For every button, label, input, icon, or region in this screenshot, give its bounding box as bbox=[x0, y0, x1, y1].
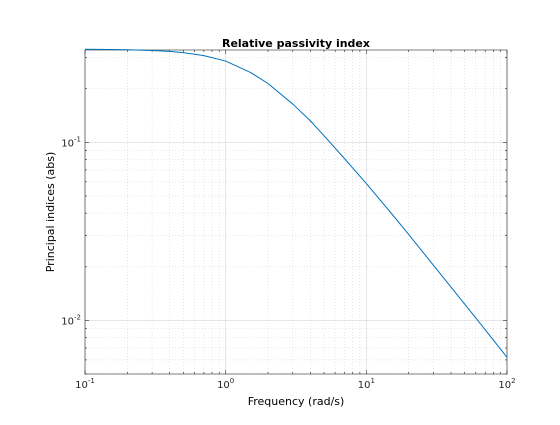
x-axis-label: Frequency (rad/s) bbox=[248, 395, 345, 408]
axis-ticks bbox=[84, 50, 508, 375]
plot-frame bbox=[84, 49, 508, 375]
series-layer bbox=[84, 48, 508, 358]
grid bbox=[84, 50, 508, 375]
y-tick-label: 10-1 bbox=[61, 135, 81, 149]
x-tick-label: 100 bbox=[217, 377, 234, 391]
y-axis-label: Principal indices (abs) bbox=[44, 152, 57, 273]
y-tick-label: 10-2 bbox=[61, 313, 81, 327]
chart-title: Relative passivity index bbox=[222, 37, 370, 50]
x-tick-label: 102 bbox=[498, 377, 515, 391]
x-tick-label: 101 bbox=[358, 377, 375, 391]
tick-labels: 10-1 100 101 102 10-2 10-1 bbox=[61, 135, 515, 391]
x-tick-label: 10-1 bbox=[75, 377, 95, 391]
series-line-1 bbox=[84, 48, 508, 358]
